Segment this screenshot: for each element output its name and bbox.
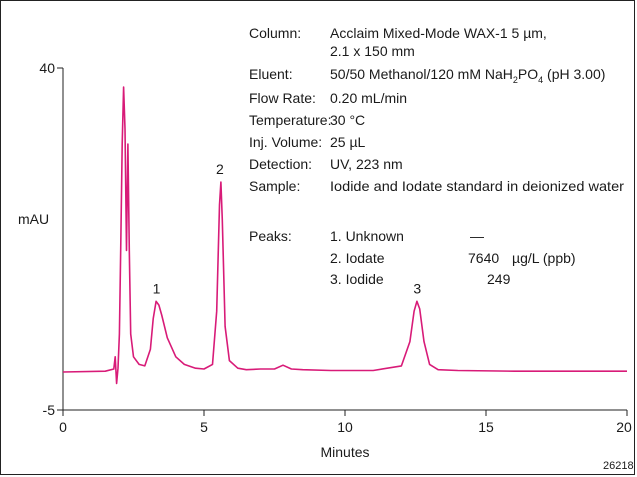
peak-row-3-name: 3. Iodide — [330, 271, 384, 287]
peak-row-2-value: 7640 — [468, 250, 499, 266]
y-axis-label: mAU — [18, 211, 49, 227]
eluent-part-1: 50/50 Methanol/120 mM NaH — [330, 66, 513, 82]
eluent-sub-1: 2 — [513, 75, 518, 85]
y-tick-label: 40 — [39, 60, 55, 76]
y-ticks: -5 40 — [39, 60, 63, 418]
peaks-label: Peaks: — [249, 228, 292, 244]
peaks-table: Peaks: 1. Unknown — 2. Iodate 7640 µg/L … — [249, 228, 576, 287]
peak-row-3-value: 249 — [487, 271, 511, 287]
cond-value-column: Acclaim Mixed-Mode WAX-1 5 µm, — [330, 25, 547, 41]
cond-label-temperature: Temperature: — [249, 112, 331, 128]
peak-row-1-value: — — [470, 228, 484, 244]
cond-value-flow: 0.20 mL/min — [330, 90, 407, 106]
peak-labels: 1 2 3 — [153, 161, 422, 296]
cond-value-column-2: 2.1 x 150 mm — [330, 43, 415, 59]
cond-label-eluent: Eluent: — [249, 66, 293, 82]
peak-label: 1 — [153, 280, 161, 296]
cond-value-temperature: 30 °C — [330, 112, 365, 128]
conditions-block: Column: Acclaim Mixed-Mode WAX-1 5 µm, 2… — [249, 25, 624, 194]
eluent-part-3: (pH 3.00) — [543, 66, 605, 82]
x-ticks: 0 5 10 15 20 — [59, 410, 632, 435]
chromatogram-trace — [62, 86, 627, 385]
x-tick-label: 5 — [200, 419, 208, 435]
peak-label: 3 — [413, 280, 421, 296]
x-tick-label: 0 — [59, 419, 67, 435]
cond-value-detection: UV, 223 nm — [330, 156, 403, 172]
y-tick-label: -5 — [43, 402, 56, 418]
cond-value-eluent: 50/50 Methanol/120 mM NaH2PO4 (pH 3.00) — [330, 66, 605, 85]
cond-value-injection: 25 µL — [330, 134, 366, 150]
eluent-part-2: PO — [518, 66, 538, 82]
peak-row-2-name: 2. Iodate — [330, 250, 385, 266]
peak-row-2-unit: µg/L (ppb) — [512, 250, 576, 266]
eluent-sub-2: 4 — [538, 75, 543, 85]
cond-label-injection: Inj. Volume: — [249, 134, 322, 150]
cond-label-sample: Sample: — [249, 178, 300, 194]
cond-value-sample: Iodide and Iodate standard in deionized … — [330, 178, 624, 194]
x-tick-label: 10 — [337, 419, 353, 435]
figure-id: 26218 — [603, 460, 634, 472]
x-tick-label: 15 — [478, 419, 494, 435]
peak-label: 2 — [216, 161, 224, 177]
cond-label-flow: Flow Rate: — [249, 90, 316, 106]
x-axis-label: Minutes — [320, 444, 369, 460]
peak-row-1-name: 1. Unknown — [330, 228, 404, 244]
cond-label-column: Column: — [249, 25, 301, 41]
cond-label-detection: Detection: — [249, 156, 312, 172]
x-tick-label: 20 — [616, 419, 632, 435]
